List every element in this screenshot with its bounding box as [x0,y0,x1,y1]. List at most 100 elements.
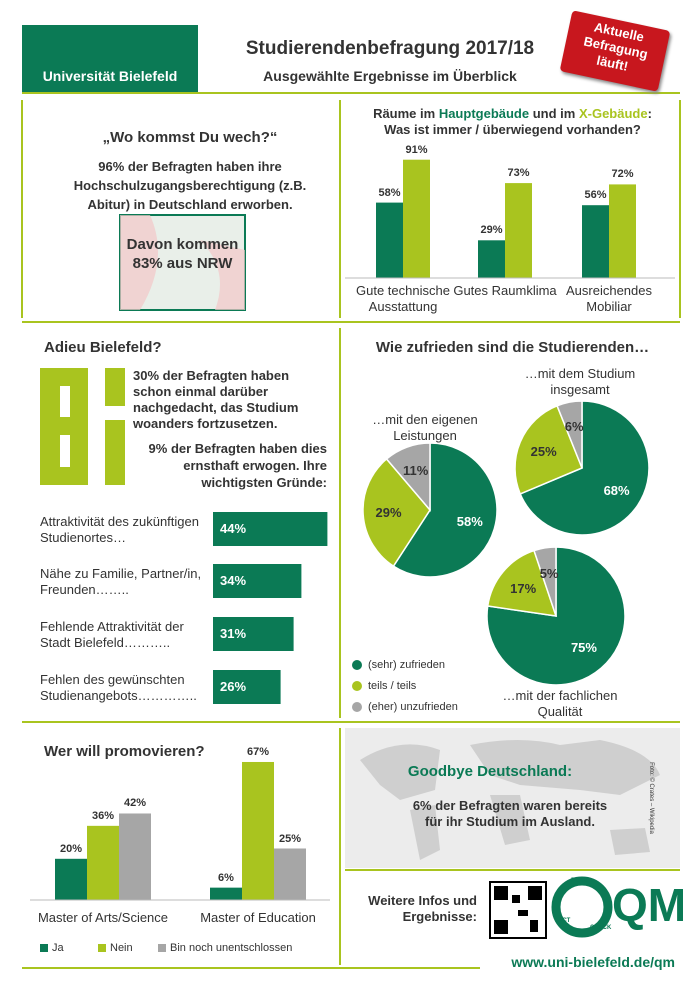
pie-slice [556,400,583,469]
category-label: Master of Arts/Science [37,910,169,925]
bar [242,761,274,900]
category-label: Fehlen des gewünschten Studienangebots……… [40,672,197,703]
value-label: 20% [59,842,83,855]
legend-label: Nein [110,942,133,954]
bar [403,159,430,278]
category-label: Nähe zu Familie, Partner/in, Freunden…….… [40,566,202,597]
value-label: 31% [220,626,247,641]
bar [119,813,151,900]
bar [213,670,281,704]
subtitle: Ausgewählte Ergebnisse im Überblick [263,68,517,84]
value-label: 91% [405,143,428,156]
pie-slice [533,546,557,617]
value-label: 75% [570,640,597,656]
bar [55,858,87,900]
qm-cycle [551,876,613,938]
title-part: X-Gebäude [578,106,648,121]
value-label: 67% [246,745,270,758]
title-part: und im [529,106,579,121]
bi-logo [40,368,125,485]
rooms-title: Räume im Hauptgebäude und im X-Gebäude: [345,106,680,122]
bar [376,202,403,278]
rooms-subtitle: Was ist immer / überwiegend vorhanden? [384,122,641,137]
category-label: Attraktivität des zukünftigen Studienort… [40,514,199,545]
bar [213,564,302,598]
logo-text: Universität Bielefeld [42,68,178,84]
origin-box: Davon kommen 83% aus NRW [126,236,239,272]
value-label: 68% [603,483,630,498]
info-text: Weitere Infos und Ergebnisse: [368,893,477,924]
abroad-title: Goodbye Deutschland: [407,763,573,780]
legend-marker [352,681,362,691]
value-label: 56% [584,189,607,202]
origin-title: „Wo kommst Du wech?“ [102,129,278,146]
value-label: 25% [278,832,302,845]
value-label: 11% [402,463,429,479]
category-label: Gutes Raumklima [453,283,557,298]
title: Studierendenbefragung 2017/18 [245,38,535,59]
bar [87,825,119,900]
phd-title: Wer will promovieren? [44,743,205,760]
bar [210,887,242,900]
title-part: Räume im [373,106,439,121]
legend-marker [352,660,362,670]
value-label: 25% [530,443,557,459]
value-label: 58% [378,186,401,199]
frame [21,92,681,969]
qm-word: PLAN [571,878,588,884]
adieu-text: 30% der Befragten haben schon einmal dar… [133,368,299,431]
world-map [360,740,660,860]
value-label: 73% [507,167,530,180]
pie-label: …mit den eigenen Leistungen [372,412,478,443]
bar [213,512,328,546]
adieu-text: 9% der Befragten haben dies ernsthaft er… [148,441,327,490]
qm-word: ACT [558,918,571,924]
value-label: 6% [564,419,584,435]
legend-marker [98,944,106,952]
qr-code [489,881,547,939]
pie-label: …mit der fachlichen Qualität [502,688,618,719]
bar [213,617,294,651]
value-label: 72% [611,168,634,181]
logo-box [22,25,198,92]
legend-label: Bin noch unentschlossen [170,942,293,954]
value-label: 5% [539,565,559,581]
value-label: 29% [480,224,503,237]
legend-label: teils / teils [368,680,417,692]
title-part: : [647,106,652,121]
value-label: 42% [123,797,147,810]
bar [609,184,636,278]
bar [478,240,505,278]
value-label: 17% [510,580,537,596]
category-label: Gute technische Ausstattung [356,283,450,314]
map-shape [120,215,245,310]
category-label: Master of Education [200,910,316,925]
pie-slice [519,400,650,536]
value-label: 6% [218,871,234,884]
qm-word: DO [597,888,606,894]
pie-slice [392,442,498,578]
category-label: Ausreichendes Mobiliar [566,283,652,314]
satisfaction-title: Wie zufrieden sind die Studierenden… [375,339,650,356]
legend-label: (eher) unzufrieden [368,701,458,713]
legend-label: (sehr) zufrieden [368,659,446,671]
legend-marker [352,702,362,712]
pie-slice [385,442,431,513]
pie-slice [362,457,431,568]
abroad-text: 6% der Befragten waren bereits für ihr S… [412,798,608,829]
url: www.uni-bielefeld.de/qm [511,954,675,970]
bar [505,183,532,278]
value-label: 58% [456,513,483,529]
bar [582,205,609,278]
qm-word: CHECK [590,925,612,931]
value-label: 29% [375,504,402,520]
value-label: 44% [220,521,247,536]
value-label: 34% [220,573,247,588]
pie-label: …mit dem Studium insgesamt [524,366,636,397]
category-label: Fehlende Attraktivität der Stadt Bielefe… [40,619,184,650]
legend-marker [40,944,48,952]
qm-logo: QM [612,879,687,931]
legend-label: Ja [52,942,64,954]
